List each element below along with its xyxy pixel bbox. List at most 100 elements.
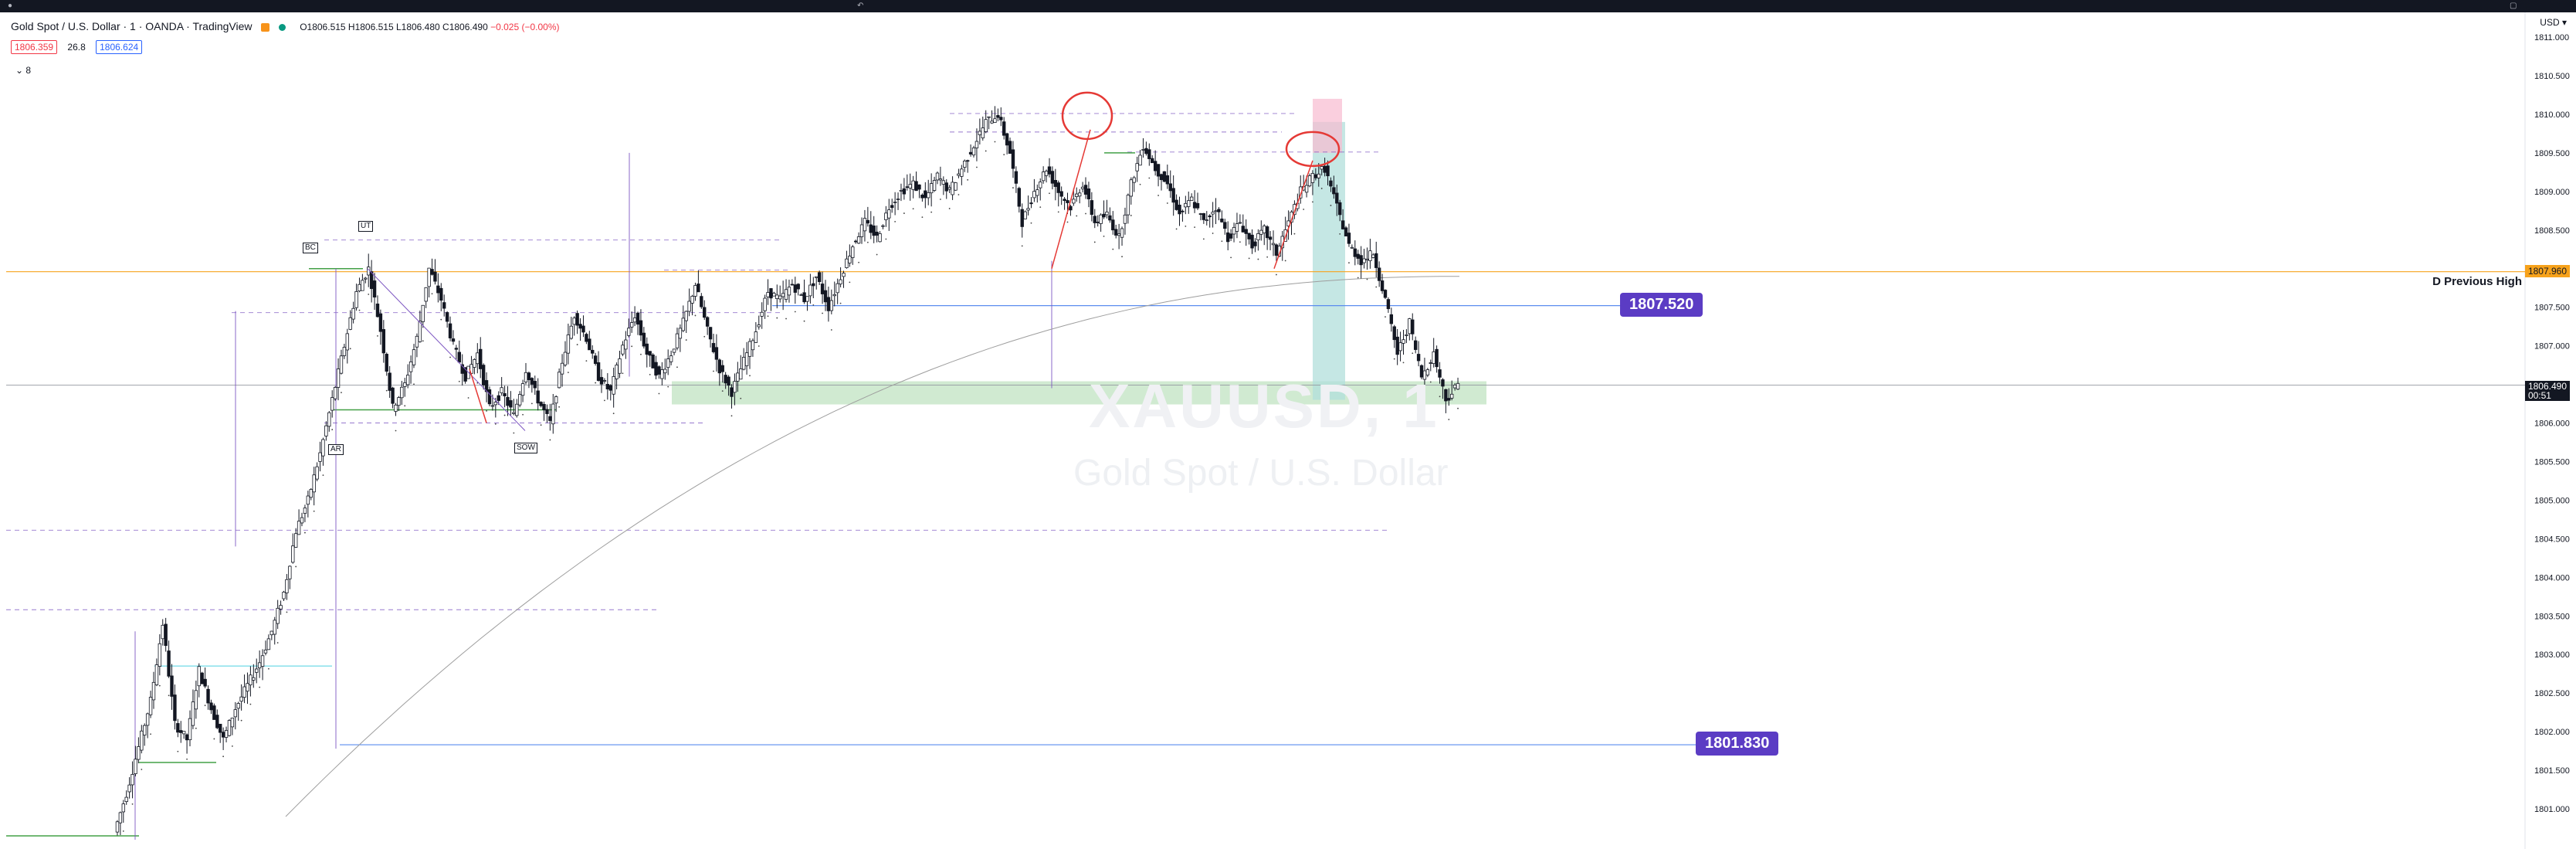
candle-body [209,702,213,711]
candle-body [1274,244,1279,256]
candle-body [369,271,374,290]
candle-body [669,355,673,362]
candle-body [1047,166,1052,175]
candle-body [1099,214,1103,224]
account-icon[interactable]: ▢ [2510,2,2517,10]
candle-body [869,224,873,233]
candle-body [364,277,368,280]
candle-body [960,168,964,177]
candle-body [905,186,909,188]
y-tick-label: 1810.000 [2534,110,2570,120]
candle-body [293,533,298,548]
flag-icon[interactable] [261,22,270,32]
candle-body [981,127,985,138]
candle-body [527,372,531,381]
candle-body [971,148,976,156]
candle-body [517,394,522,406]
candle-body [657,366,661,375]
candle-body [1135,163,1139,171]
candle-body [1162,171,1167,182]
trailing-stop-dot [649,373,651,375]
candle-body [1444,389,1448,402]
candle-body [309,489,313,498]
candle-body [1181,210,1185,212]
menu-icon[interactable]: ● [8,2,13,10]
candle-body [542,403,546,411]
candle-body [1217,209,1221,212]
candle-body [327,412,331,427]
candle-body [957,173,961,176]
candle-body [1151,158,1154,164]
candle-body [826,297,831,311]
candle-body [361,280,364,291]
candle-body [479,348,483,369]
candle-body [1117,233,1121,236]
candle-body [415,335,419,348]
note-ar: AR [328,444,344,455]
candle-body [121,803,125,813]
candle-body [938,178,943,181]
candle-body [618,358,622,374]
candle-body [1063,199,1066,202]
candle-body [911,180,915,190]
axis-currency[interactable]: USD ▾ [2540,17,2567,28]
undo-icon[interactable]: ↶ [857,2,864,10]
trailing-stop-dot [567,372,569,374]
candle-body [851,246,855,258]
candle-body [181,731,186,735]
candle-body [345,333,349,351]
candle-body [1039,182,1042,188]
trailing-stop-dot [876,253,878,256]
prev-high-axis-tag: 1807.960 [2524,265,2570,277]
bid-price[interactable]: 1806.359 [11,40,58,54]
candle-body [1075,193,1079,197]
trailing-stop-dot [967,178,969,181]
trailing-stop-dot [122,830,124,832]
bar-countdown: 00:51 [2527,390,2551,401]
candle-body [533,381,537,389]
trailing-stop-dot [1303,209,1305,210]
price-tag-lower[interactable]: 1801.830 [1696,732,1779,756]
candle-body [372,280,377,298]
candle-body [944,182,948,192]
trailing-stop-dot [240,719,242,722]
moving-average-line [285,276,1460,817]
candle-body [1069,205,1073,211]
candle-body [1317,173,1320,178]
candle-body [935,172,940,181]
candle-body [1187,200,1191,207]
symbol-title[interactable]: Gold Spot / U.S. Dollar · 1 · OANDA · Tr… [11,20,253,32]
y-tick-label: 1802.500 [2534,689,2570,698]
candle-body [448,323,452,338]
candle-body [1059,191,1063,197]
candle-body [951,182,954,195]
candle-body [585,334,588,342]
candle-body [978,131,982,135]
candle-body [639,320,643,336]
price-tag-upper[interactable]: 1807.520 [1620,293,1703,317]
y-tick-label: 1807.500 [2534,304,2570,313]
candle-body [1232,226,1236,235]
candle-body [1365,258,1369,260]
candle-body [1192,202,1197,209]
candle-body [708,327,713,340]
candle-body [1395,336,1399,355]
candle-body [984,119,988,132]
indicators-toggle[interactable]: ⌄ 8 [15,65,31,76]
trailing-stop-dot [1257,258,1259,260]
candle-body [1002,121,1006,136]
candle-body [339,355,344,374]
candle-body [1220,218,1224,222]
candle-body [832,294,836,297]
candle-body [1184,202,1188,208]
trailing-stop-dot [486,410,487,412]
candle-body [115,821,120,833]
candle-body [1011,149,1015,169]
trailing-stop-dot [676,366,678,368]
indicator-count: 8 [25,65,32,76]
bid-ask-box: 1806.359 26.8 1806.624 [11,40,147,54]
candle-body [333,387,337,399]
ask-price[interactable]: 1806.624 [96,40,143,54]
candle-body [342,347,347,356]
candle-body [1259,229,1263,235]
